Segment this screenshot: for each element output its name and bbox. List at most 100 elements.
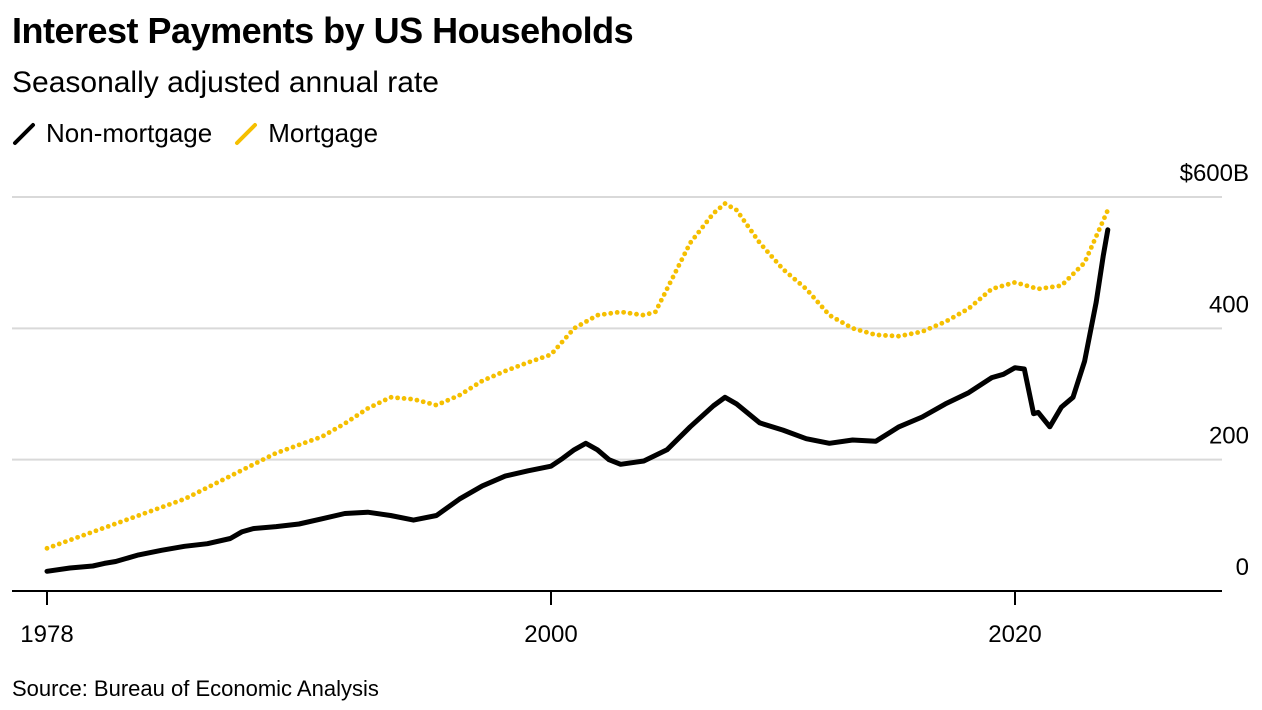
mortgage-point — [634, 311, 639, 317]
mortgage-point — [99, 526, 105, 531]
mortgage-point — [819, 304, 825, 310]
mortgage-point — [658, 297, 664, 303]
mortgage-point — [185, 495, 190, 500]
mortgage-point — [337, 423, 343, 429]
mortgage-point — [491, 373, 496, 379]
mortgage-point — [1043, 285, 1049, 291]
mortgage-point — [787, 272, 793, 278]
mortgage-point — [945, 318, 951, 323]
mortgage-point — [1086, 250, 1092, 256]
mortgage-point — [773, 258, 779, 264]
mortgage-point — [349, 416, 354, 422]
mortgage-point — [621, 309, 627, 315]
mortgage-point — [756, 239, 762, 245]
y-tick-label-600: $600B — [1180, 160, 1249, 187]
mortgage-point — [1012, 280, 1017, 285]
mortgage-point — [503, 368, 508, 374]
mortgage-point — [332, 426, 338, 432]
mortgage-point — [509, 366, 515, 372]
mortgage-point — [806, 289, 812, 295]
chart-title: Interest Payments by US Households — [12, 10, 634, 51]
y-tick-label-200: 200 — [1209, 423, 1249, 450]
mortgage-point — [670, 274, 676, 280]
mortgage-point — [1091, 239, 1097, 244]
mortgage-point — [1018, 281, 1024, 287]
mortgage-point — [302, 440, 308, 446]
mortgage-point — [497, 371, 502, 376]
y-tick-label-0: 0 — [1236, 554, 1249, 581]
mortgage-point — [308, 438, 314, 443]
mortgage-point — [1024, 283, 1030, 289]
mortgage-point — [473, 382, 479, 388]
mortgage-point — [388, 394, 394, 400]
mortgage-point — [1056, 283, 1062, 289]
mortgage-point — [627, 310, 633, 316]
mortgage-point — [278, 449, 284, 454]
mortgage-point — [682, 251, 688, 257]
mortgage-point — [105, 523, 111, 529]
x-tick-label-2020: 2020 — [988, 621, 1041, 648]
mortgage-point — [889, 333, 895, 339]
legend-swatch-mortgage — [235, 122, 258, 145]
mortgage-point — [359, 409, 365, 415]
legend: Non-mortgage Mortgage — [12, 118, 400, 149]
mortgage-point — [354, 413, 360, 419]
mortgage-point — [118, 519, 123, 525]
mortgage-point — [69, 537, 74, 542]
mortgage-point — [315, 435, 320, 441]
legend-label-non-mortgage: Non-mortgage — [46, 118, 213, 148]
mortgage-point — [93, 528, 99, 534]
mortgage-point — [717, 205, 723, 211]
mortgage-point — [696, 229, 702, 235]
mortgage-point — [870, 331, 876, 337]
mortgage-point — [840, 320, 845, 325]
mortgage-point — [160, 504, 166, 510]
mortgage-point — [401, 396, 407, 401]
mortgage-point — [551, 349, 556, 355]
mortgage-point — [427, 400, 432, 406]
mortgage-point — [728, 204, 734, 210]
mortgage-point — [545, 353, 551, 358]
mortgage-point — [811, 294, 816, 300]
mortgage-point — [451, 395, 457, 401]
mortgage-point — [962, 308, 968, 314]
mortgage-point — [802, 285, 808, 291]
mortgage-point — [1102, 215, 1107, 221]
mortgage-point — [154, 506, 160, 512]
mortgage-point — [661, 292, 667, 297]
mortgage-point — [664, 286, 670, 292]
mortgage-point — [433, 402, 439, 408]
mortgage-point — [956, 311, 962, 317]
mortgage-point — [284, 446, 290, 452]
mortgage-point — [237, 468, 243, 474]
series-mortgage-dots — [44, 201, 1110, 551]
mortgage-point — [214, 480, 220, 486]
mortgage-point — [760, 244, 766, 250]
mortgage-point — [166, 502, 172, 507]
mortgage-point — [260, 457, 266, 463]
mortgage-point — [290, 444, 296, 450]
mortgage-point — [568, 329, 574, 335]
mortgage-point — [1066, 275, 1072, 281]
mortgage-point — [601, 311, 607, 317]
mortgage-point — [933, 323, 939, 329]
mortgage-point — [130, 515, 136, 521]
mortgage-point — [75, 534, 80, 540]
mortgage-point — [845, 323, 851, 329]
mortgage-point — [439, 400, 445, 406]
mortgage-point — [679, 257, 685, 263]
mortgage-point — [769, 254, 775, 259]
mortgage-point — [999, 283, 1005, 289]
mortgage-point — [44, 545, 50, 551]
legend-label-mortgage: Mortgage — [268, 118, 379, 148]
mortgage-point — [142, 510, 148, 516]
mortgage-point — [555, 344, 561, 350]
mortgage-point — [1061, 280, 1067, 286]
mortgage-point — [371, 403, 376, 409]
mortgage-point — [321, 433, 326, 439]
mortgage-point — [722, 201, 728, 206]
mortgage-point — [1080, 262, 1086, 268]
mortgage-point — [589, 315, 595, 321]
mortgage-point — [676, 263, 682, 268]
mortgage-point — [1037, 286, 1042, 292]
